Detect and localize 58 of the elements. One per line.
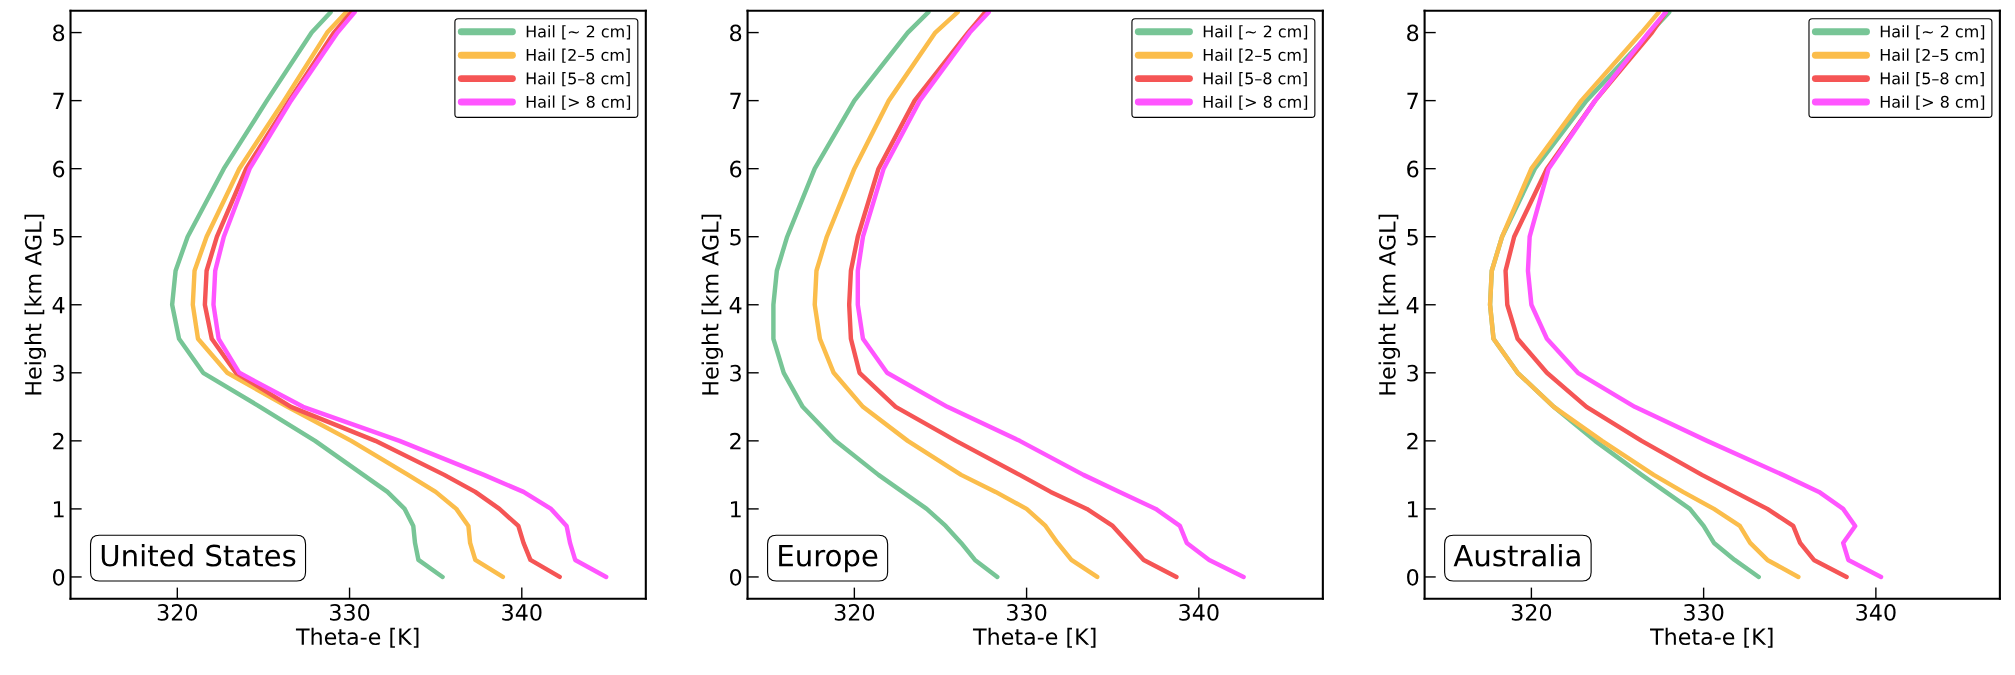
y-tick-label: 1 [731,501,741,518]
x-tick-label: 330 [1684,603,1724,621]
y-tick-label: 2 [1407,432,1418,450]
y-tick-label: 1 [1408,501,1418,518]
y-tick-label: 6 [53,160,65,178]
x-tick-label: 340 [1856,603,1896,621]
x-tick-label: 330 [330,603,370,621]
y-tick-label: 5 [730,228,741,246]
annotation: Australia [1453,544,1580,567]
legend-label: Hail [2–5 cm] [526,48,630,63]
y-tick-label: 2 [730,432,741,450]
legend-label: Hail [2–5 cm] [1880,48,1984,63]
y-tick-label: 5 [1407,228,1418,246]
y-tick-label: 8 [730,24,742,42]
y-tick-label: 1 [53,501,64,518]
y-tick-label: 7 [1407,92,1418,110]
y-axis-title: Height [km AGL] [24,214,46,395]
y-tick-label: 4 [729,297,742,314]
y-tick-label: 8 [53,24,65,42]
y-tick-label: 0 [730,568,742,586]
y-tick-label: 7 [730,92,741,110]
annotation: United States [101,544,296,567]
y-tick-label: 3 [53,364,64,382]
legend-label: Hail [5–8 cm] [526,72,630,87]
legend-label: Hail [~ 2 cm] [1880,25,1985,40]
legend-label: Hail [5–8 cm] [1880,72,1984,87]
y-tick-label: 4 [52,297,65,314]
y-tick-label: 2 [53,432,64,450]
x-axis-title: Theta-e [K] [1650,627,1773,648]
legend-label: Hail [~ 2 cm] [1203,25,1308,40]
legend-label: Hail [~ 2 cm] [526,25,631,40]
line-series [771,10,1000,580]
x-axis-title: Theta-e [K] [295,627,419,648]
y-tick-label: 8 [1407,24,1419,42]
x-tick-label: 320 [1511,603,1552,621]
y-tick-label: 7 [53,92,64,110]
legend-label: Hail [> 8 cm] [526,95,631,110]
y-tick-label: 3 [730,364,741,382]
legend-label: Hail [> 8 cm] [1880,95,1985,110]
x-tick-label: 320 [157,603,198,621]
y-tick-label: 4 [1406,297,1419,314]
legend-label: Hail [> 8 cm] [1203,95,1308,110]
y-tick-label: 6 [1407,160,1419,178]
x-axis-title: Theta-e [K] [972,627,1096,648]
x-tick-label: 340 [1179,603,1219,621]
y-tick-label: 0 [52,568,65,586]
y-axis-title: Height [km AGL] [1378,214,1401,395]
x-tick-label: 320 [834,603,875,621]
y-axis-title: Height [km AGL] [701,214,724,395]
x-tick-label: 340 [502,603,542,621]
annotation: Europe [779,544,878,573]
legend-label: Hail [2–5 cm] [1203,48,1307,63]
legend-label: Hail [5–8 cm] [1203,72,1307,87]
y-tick-label: 3 [1407,364,1418,382]
y-tick-label: 5 [53,228,64,246]
y-tick-label: 0 [1407,568,1419,586]
y-tick-label: 6 [730,160,742,178]
x-tick-label: 330 [1007,603,1047,621]
